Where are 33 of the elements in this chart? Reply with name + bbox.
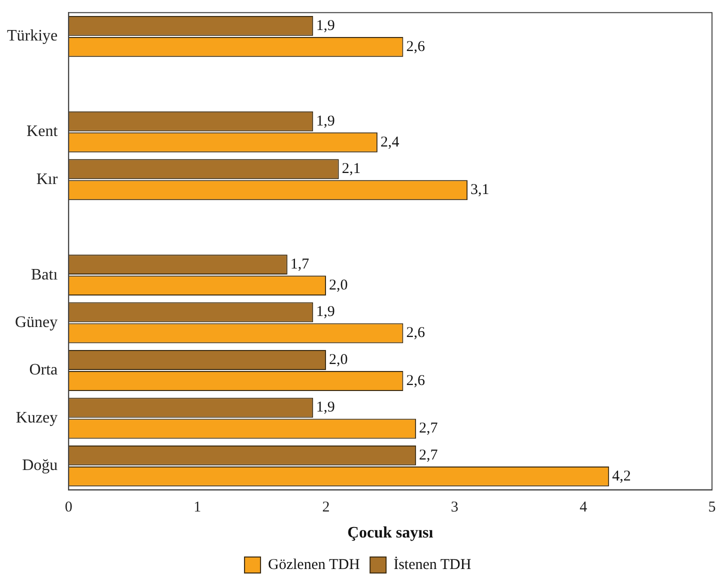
legend-label: İstenen TDH	[394, 556, 472, 573]
y-tick-label: Kent	[26, 123, 58, 140]
x-tick-label: 1	[194, 500, 202, 516]
y-tick-label: Güney	[14, 314, 58, 331]
data-label: 1,9	[316, 113, 335, 130]
data-label: 2,6	[406, 372, 426, 389]
y-tick-label: Doğu	[22, 457, 58, 474]
data-label: 2,1	[342, 161, 361, 178]
data-label: 1,9	[316, 400, 335, 416]
data-label: 1,9	[316, 304, 335, 320]
data-label: 3,1	[470, 182, 490, 198]
x-tick-label: 3	[450, 500, 458, 516]
y-tick-label: Batı	[30, 266, 58, 284]
y-tick-label: Türkiye	[6, 28, 58, 45]
x-tick-label: 4	[580, 500, 588, 516]
data-label: 2,0	[328, 352, 348, 368]
y-tick-label: Kır	[36, 170, 58, 188]
x-tick-label: 2	[322, 500, 330, 516]
data-label: 2,4	[380, 134, 400, 150]
x-tick-label: 5	[708, 500, 716, 516]
data-label: 1,7	[290, 256, 310, 272]
data-label: 1,9	[316, 18, 335, 34]
x-axis-title: Çocuk sayısı	[347, 524, 434, 542]
legend-label: Gözlenen TDH	[268, 556, 360, 573]
data-label: 2,0	[328, 277, 348, 294]
data-label: 4,2	[612, 468, 631, 484]
y-tick-label: Orta	[29, 362, 58, 379]
y-tick-label: Kuzey	[16, 409, 58, 426]
data-label: 2,7	[419, 447, 438, 464]
data-label: 2,6	[406, 325, 426, 342]
x-tick-label: 0	[64, 500, 72, 516]
data-label: 2,6	[406, 38, 426, 55]
data-label: 2,7	[419, 420, 438, 437]
